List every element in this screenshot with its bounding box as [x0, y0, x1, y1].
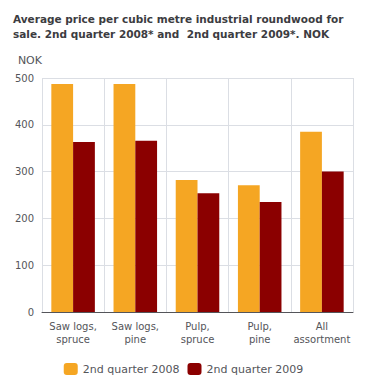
svg-text:Pulp,: Pulp,	[185, 321, 210, 332]
svg-text:NOK: NOK	[18, 54, 43, 67]
svg-text:Saw logs,: Saw logs,	[49, 321, 96, 332]
svg-text:100: 100	[15, 260, 34, 271]
svg-text:200: 200	[15, 213, 34, 224]
svg-text:2nd quarter 2008: 2nd quarter 2008	[83, 363, 180, 376]
svg-text:pine: pine	[249, 334, 271, 345]
svg-text:0: 0	[28, 307, 34, 318]
svg-text:400: 400	[15, 119, 34, 130]
svg-text:spruce: spruce	[181, 334, 215, 345]
svg-text:pine: pine	[124, 334, 146, 345]
svg-text:2nd quarter 2009: 2nd quarter 2009	[207, 363, 304, 376]
svg-text:sale. 2nd quarter 2008* and 2: sale. 2nd quarter 2008* and 2nd quarter …	[13, 28, 330, 40]
svg-text:Pulp,: Pulp,	[247, 321, 272, 332]
svg-text:300: 300	[15, 166, 34, 177]
svg-text:All: All	[316, 321, 328, 332]
svg-text:Average price per cubic metre: Average price per cubic metre industrial…	[13, 13, 344, 25]
svg-text:500: 500	[15, 73, 34, 84]
svg-text:Saw logs,: Saw logs,	[112, 321, 159, 332]
svg-text:assortment: assortment	[293, 334, 350, 345]
svg-text:spruce: spruce	[56, 334, 90, 345]
